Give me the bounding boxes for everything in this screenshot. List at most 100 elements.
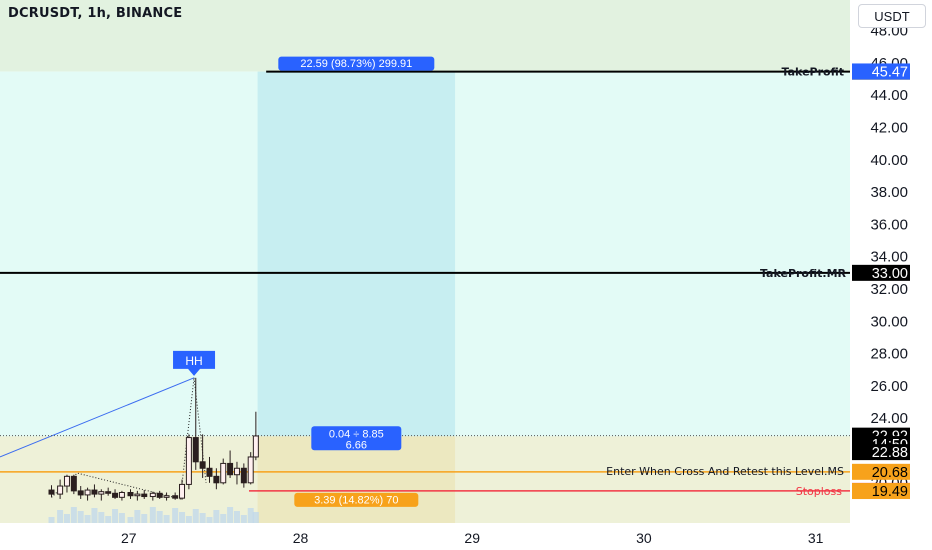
x-tick-label: 29 [464,530,480,546]
candle [118,491,125,498]
price-tag-label: 33.00 [872,266,908,282]
candle [192,437,199,463]
candle [185,437,192,485]
price-tag-label: 22.88 [872,445,908,461]
chart-title: DCRUSDT, 1h, BINANCE [8,6,183,21]
volume-bar [63,514,70,523]
stoploss-label: Stoploss [796,485,843,498]
takeprofit-mr-label: TakeProfit.MR [760,267,847,280]
volume-bar [105,516,112,523]
y-tick-label: 26.00 [870,378,908,395]
time-axis-bg [0,523,932,550]
candle [134,493,141,497]
candle [98,491,105,495]
mid-info-line1: 0.04 ÷ 8.85 [329,428,384,440]
y-tick-label: 28.00 [870,346,908,363]
candle [172,495,179,499]
candle [213,475,220,484]
loss-box [257,436,456,523]
volume-bar [172,508,179,523]
y-tick-label: 32.00 [870,281,908,298]
currency-button[interactable]: USDT [858,4,926,28]
y-tick-label: 24.00 [870,410,908,427]
price-tag-label: 20.68 [872,465,908,481]
candle [179,483,186,499]
candle [141,493,148,498]
profit-box [257,71,456,437]
price-tag-label: 45.47 [872,64,908,80]
y-tick-label: 40.00 [870,152,908,169]
volume-bar [48,517,55,523]
price-tag [852,63,910,80]
candle [91,489,98,495]
volume-bar [163,515,170,523]
candle [156,492,163,498]
x-tick-label: 27 [121,530,137,546]
candle [70,475,77,492]
stop-info-bg [294,492,419,507]
volume-bar [247,508,254,523]
price-tag [852,483,910,500]
candle [84,489,91,496]
volume-bar [70,507,77,523]
x-tick-label: 31 [808,530,824,546]
stop-info-label: 3.39 (14.82%) 70 [314,494,398,506]
volume-bar [185,516,192,523]
target-info-label: 22.59 (98.73%) 299.91 [300,58,412,70]
candle [149,492,156,498]
y-tick-label: 44.00 [870,87,908,104]
volume-bar [141,514,148,523]
volume-bar [227,507,234,523]
candle [77,490,84,496]
volume-bar [240,515,247,523]
y-tick-label: 42.00 [870,120,908,137]
candle [220,462,227,484]
candle [252,435,259,458]
hh-label: HH [185,354,202,368]
candle [233,467,240,476]
volume-bar [57,510,64,523]
mid-info-bg [311,426,402,451]
volume-bar [77,511,84,523]
target-info-bg [278,56,435,71]
x-tick-label: 30 [636,530,652,546]
entry-label: Enter When Cross And Retest this Level.M… [606,465,844,478]
y-tick-label: 36.00 [870,216,908,233]
y-tick-label: 34.00 [870,249,908,266]
trendline [0,377,195,458]
volume-bar [192,509,199,523]
volume-bar [149,507,156,523]
volume-bar [127,517,134,523]
y-tick-label: 30.00 [870,313,908,330]
volume-bar [233,511,240,523]
candle [163,495,170,498]
price-tag [852,444,910,461]
candle [63,475,70,487]
x-tick-label: 28 [293,530,309,546]
volume-bar [84,515,91,523]
volume-bar [199,513,206,523]
volume-bar [179,512,186,523]
volume-bar [156,511,163,523]
volume-bar [118,513,125,523]
mid-info-line2: 6.66 [346,439,367,451]
candle [105,491,112,494]
takeprofit-label: TakeProfit [782,66,844,79]
y-tick-label: 38.00 [870,184,908,201]
volume-bar [252,512,259,523]
candle [48,489,55,495]
candle [206,467,213,477]
volume-bar [220,514,227,523]
candle [112,492,119,498]
candle [247,456,254,484]
volume-bar [98,512,105,523]
candle [240,467,247,484]
volume-bar [112,509,119,523]
volume-bar [91,508,98,523]
price-tag [852,264,910,281]
candle [57,485,64,495]
volume-bar [213,510,220,523]
price-tag [852,463,910,480]
